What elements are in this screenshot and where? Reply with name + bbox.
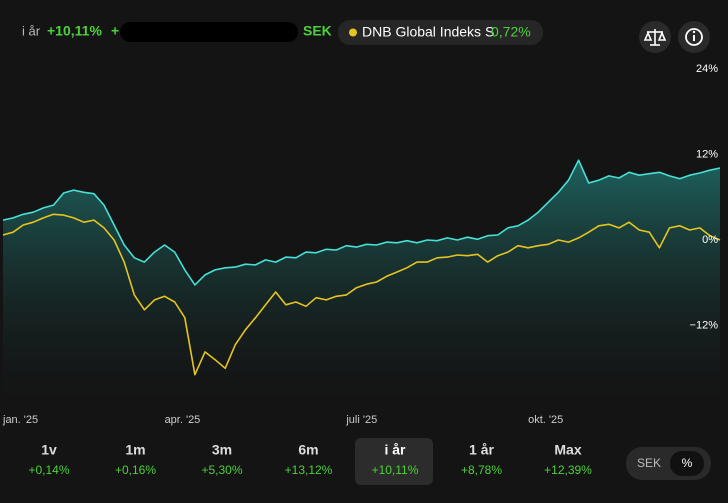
y-tick-label: 0% [702, 234, 718, 246]
scale-icon [643, 29, 667, 46]
period-change[interactable]: +0,14% [28, 463, 69, 477]
x-tick-label: apr. '25 [165, 414, 201, 426]
x-tick-label: juli '25 [345, 414, 377, 426]
period-label[interactable]: 6m [298, 442, 318, 458]
toggle-option[interactable]: SEK [637, 456, 661, 470]
period-change[interactable]: +10,11% [372, 463, 419, 477]
line [2, 213, 721, 376]
period-change[interactable]: +5,30% [201, 463, 242, 477]
y-tick-label: −12% [690, 319, 719, 331]
change: +10,11% [47, 23, 102, 39]
info-icon [685, 28, 703, 46]
y-tick-label: 24% [696, 63, 718, 75]
toggle-option[interactable]: % [682, 456, 693, 470]
legend-pill[interactable] [338, 20, 543, 45]
period-label[interactable]: 1 år [469, 442, 494, 458]
period-label[interactable]: i år [384, 442, 406, 458]
redacted-amount [120, 22, 298, 42]
period-active-bg [355, 438, 433, 485]
y-tick-label: 12% [696, 148, 718, 160]
period-label[interactable]: Max [554, 442, 581, 458]
period-label[interactable]: 3m [212, 442, 232, 458]
period-change[interactable]: +13,12% [285, 463, 333, 477]
period-change[interactable]: +12,39% [544, 463, 592, 477]
currency: SEK [303, 23, 332, 39]
x-tick-label: okt. '25 [528, 414, 563, 426]
line [2, 159, 721, 286]
amount-prefix: + [111, 23, 119, 39]
info-icon [692, 30, 696, 34]
legend-name: DNB Global Indeks S [362, 24, 494, 40]
period-label[interactable]: 1v [41, 442, 57, 458]
period-label: i år [22, 23, 41, 38]
period-change[interactable]: +0,16% [115, 463, 156, 477]
period-change[interactable]: +8,78% [461, 463, 502, 477]
period-label[interactable]: 1m [125, 442, 145, 458]
legend-change: 0,72% [491, 24, 531, 40]
x-tick-label: jan. '25 [2, 414, 38, 426]
area [3, 160, 720, 404]
legend-dot [349, 28, 357, 37]
toggle-active [670, 451, 704, 476]
